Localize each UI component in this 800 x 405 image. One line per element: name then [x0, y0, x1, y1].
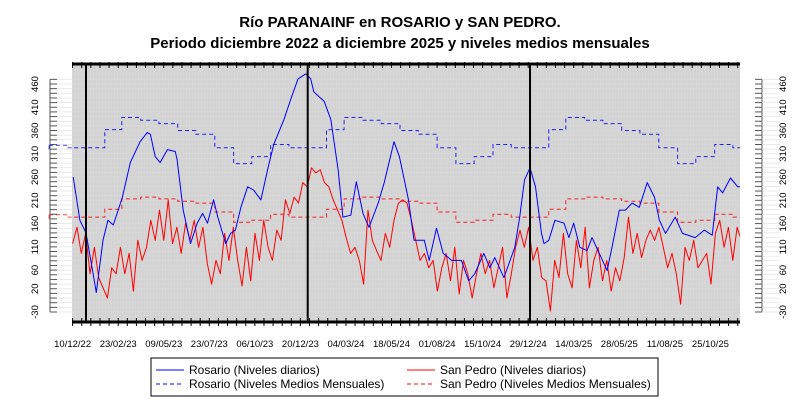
- x-tick-label: 29/12/24: [510, 339, 547, 350]
- rosario-monthly-mean-stub: [48, 144, 72, 151]
- x-tick-label: 28/05/25: [601, 339, 638, 350]
- y-tick-label-left: 360: [30, 123, 41, 139]
- x-tick-label: 14/03/25: [555, 339, 592, 350]
- sanpedro-daily-line: [72, 167, 740, 312]
- y-tick-label-right: 210: [778, 192, 789, 208]
- y-tick-label-right: 110: [778, 239, 789, 254]
- y-tick-label-right: 20: [778, 283, 789, 294]
- legend-label-sanpedro-monthly: San Pedro (Niveles Medios Mensuales): [440, 377, 651, 391]
- y-axes: 460 410 360 310 260 210 160 110 60 20 -30 460 410 360…: [30, 76, 789, 319]
- rosario-daily-line: [72, 73, 740, 293]
- y-tick-label-left: 310: [30, 146, 41, 162]
- y-tick-label-right: 410: [778, 99, 789, 115]
- monthly-mean-stubs: [48, 144, 72, 220]
- y-tick-label-left: 260: [30, 169, 41, 185]
- x-tick-label: 01/08/24: [419, 339, 456, 350]
- y-tick-label-right: 160: [778, 216, 789, 232]
- y-tick-label-right: 310: [778, 146, 789, 162]
- legend-box: [150, 357, 659, 397]
- legend-label-sanpedro-daily: San Pedro (Niveles diarios): [440, 363, 586, 377]
- sanpedro-monthly-mean-stub: [48, 214, 72, 220]
- y-tick-label-left: 20: [30, 283, 41, 294]
- x-tick-label: 09/05/23: [145, 339, 182, 350]
- y-tick-label-right: -30: [778, 305, 789, 319]
- chart-title: Río PARANAINF en ROSARIO y SAN PEDRO.: [239, 14, 560, 31]
- x-tick-label: 11/08/25: [647, 339, 683, 350]
- y-tick-label-right: 260: [778, 169, 789, 185]
- x-tick-label: 23/07/23: [191, 339, 228, 350]
- y-tick-label-left: 110: [30, 239, 41, 254]
- x-tick-label: 10/12/22: [54, 339, 91, 350]
- x-tick-label: 25/10/25: [692, 339, 729, 350]
- x-axis: 10/12/22 23/02/23 09/05/23 23/07/23 06/10/23…: [54, 339, 729, 350]
- rosario-monthly-mean-line: [72, 117, 740, 165]
- y-tick-label-left: 160: [30, 216, 41, 232]
- plot-frame: [72, 62, 740, 326]
- y-tick-label-left: 460: [30, 76, 41, 92]
- legend: Rosario (Niveles diarios) Rosario (Nivel…: [150, 357, 659, 397]
- y-tick-label-left: -30: [30, 305, 41, 319]
- y-tick-label-left: 60: [30, 265, 41, 276]
- x-tick-label: 18/05/24: [373, 339, 410, 350]
- x-tick-label: 23/02/23: [100, 339, 137, 350]
- y-tick-label-right: 360: [778, 123, 789, 139]
- x-tick-label: 04/03/24: [327, 339, 364, 350]
- plot-background: [72, 64, 740, 322]
- legend-label-rosario-daily: Rosario (Niveles diarios): [189, 363, 320, 377]
- series-layer: [72, 73, 740, 312]
- legend-label-rosario-monthly: Rosario (Niveles Medios Mensuales): [189, 377, 384, 391]
- y-tick-label-right: 60: [778, 265, 789, 276]
- x-tick-label: 20/12/23: [282, 339, 319, 350]
- chart-subtitle: Periodo diciembre 2022 a diciembre 2025 …: [150, 35, 649, 52]
- sanpedro-monthly-mean-line: [72, 196, 740, 223]
- y-tick-label-right: 460: [778, 76, 789, 92]
- y-tick-label-left: 410: [30, 99, 41, 115]
- y-tick-label-left: 210: [30, 192, 41, 208]
- x-tick-label: 15/10/24: [464, 339, 501, 350]
- x-tick-label: 06/10/23: [236, 339, 273, 350]
